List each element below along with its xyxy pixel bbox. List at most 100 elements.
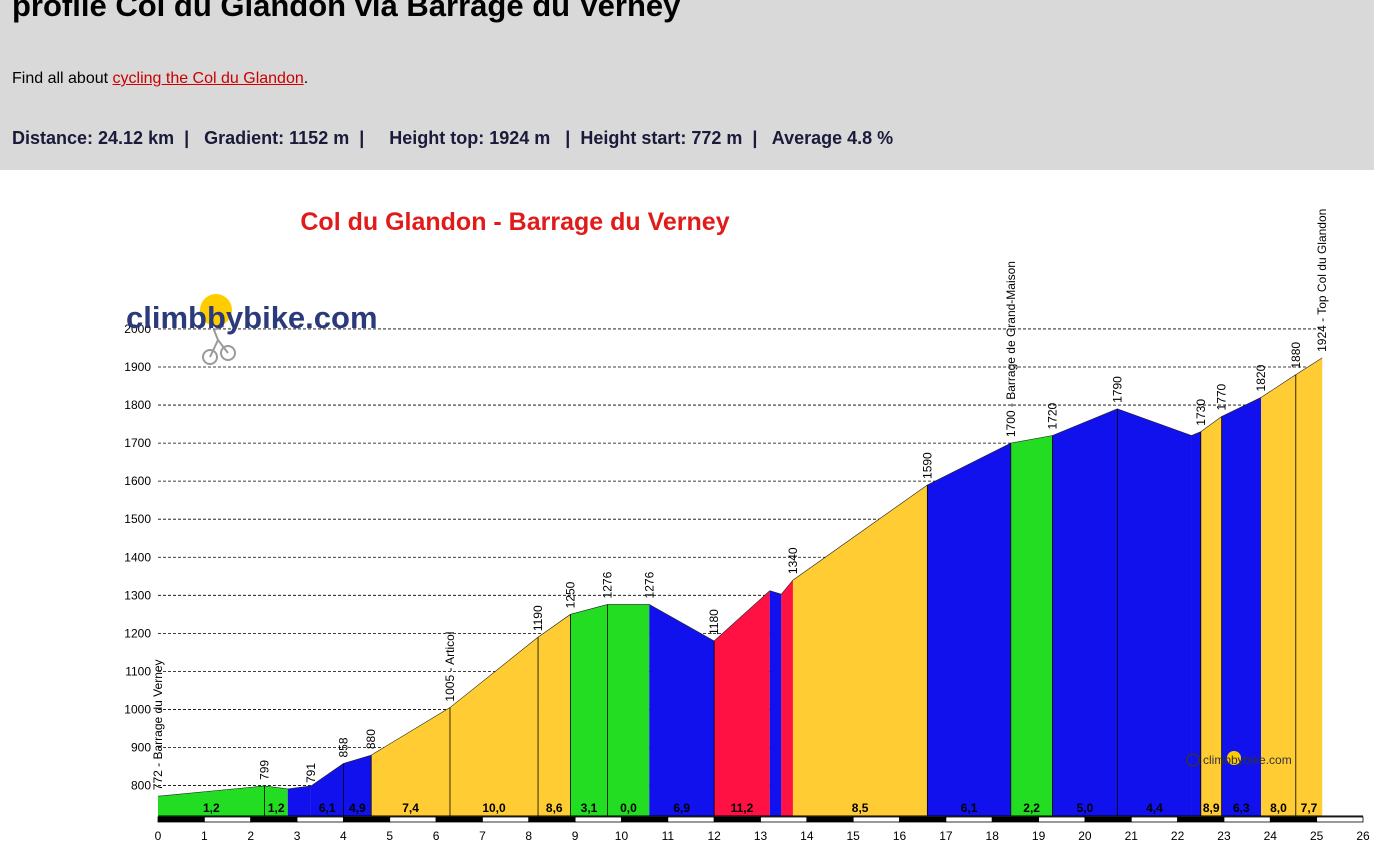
altitude-label: 1924 - Top Col du Glandon: [1315, 209, 1329, 352]
watermark-text: climbbybike.com: [1203, 753, 1292, 767]
y-tick-label: 900: [131, 741, 151, 755]
profile-segment: [792, 484, 928, 816]
gradient-label: 11,2: [731, 801, 754, 815]
stat-gradient: Gradient: 1152 m: [204, 128, 350, 148]
gradient-label: 6,9: [673, 801, 690, 815]
profile-chart: 8009001000110012001300140015001600170018…: [124, 208, 1370, 843]
altitude-label: 1276: [601, 571, 615, 598]
x-tick-label: 4: [340, 829, 347, 843]
page-header: profile Col du Glandon via Barrage du Ve…: [0, 0, 1374, 170]
gradient-label: 8,6: [546, 801, 563, 815]
x-tick-label: 21: [1125, 829, 1139, 843]
profile-segment: [1010, 435, 1053, 816]
distance-bar-block: [621, 816, 669, 823]
distance-bar-block: [713, 816, 761, 823]
profile-segment: [158, 785, 265, 816]
profile-segment: [343, 755, 372, 816]
x-tick-label: 22: [1171, 829, 1185, 843]
altitude-label: 858: [336, 737, 350, 757]
gradient-label: 6,1: [319, 801, 336, 815]
profile-segment: [607, 604, 650, 816]
distance-bar-block: [1223, 816, 1271, 823]
stat-height-top: Height top: 1924 m: [389, 128, 551, 148]
distance-bar-block: [342, 816, 391, 823]
watermark-logo: climbbybike.com: [1186, 751, 1292, 767]
x-tick-label: 13: [754, 829, 768, 843]
y-tick-label: 1000: [124, 702, 151, 716]
profile-segment: [1295, 357, 1323, 816]
profile-segment: [769, 590, 782, 816]
profile-segment: [371, 707, 450, 816]
altitude-label: 1730: [1194, 399, 1208, 426]
altitude-label: 1340: [786, 547, 800, 574]
x-tick-label: 8: [525, 829, 532, 843]
altitude-label: 1720: [1045, 402, 1059, 429]
profile-segment: [1191, 431, 1201, 816]
gradient-label: 2,2: [1023, 801, 1040, 815]
x-tick-label: 20: [1078, 829, 1092, 843]
copyright-icon: [1186, 753, 1200, 767]
distance-bar-block: [1316, 816, 1364, 823]
y-tick-label: 1400: [124, 550, 151, 564]
profile-segment: [1221, 397, 1262, 816]
gradient-label: 7,7: [1301, 801, 1318, 815]
cycling-glandon-link[interactable]: cycling the Col du Glandon: [112, 70, 304, 87]
altitude-label: 1005 - Articol: [443, 632, 457, 702]
sun-icon: [200, 294, 232, 326]
x-tick-label: 14: [800, 829, 814, 843]
distance-bar-block: [667, 816, 715, 823]
x-tick-label: 12: [707, 829, 721, 843]
x-tick-label: 19: [1032, 829, 1046, 843]
gradient-label: 8,0: [1270, 801, 1287, 815]
y-tick-label: 800: [131, 779, 151, 793]
distance-bar-block: [528, 816, 576, 823]
altitude-label: 1770: [1215, 383, 1229, 410]
intro-prefix: Find all about: [12, 70, 113, 87]
gradient-label: 3,1: [581, 801, 598, 815]
altitude-label: 880: [364, 729, 378, 749]
y-tick-label: 1200: [124, 626, 151, 640]
gradient-label: 5,0: [1077, 801, 1094, 815]
x-tick-label: 18: [986, 829, 1000, 843]
profile-segment: [449, 637, 539, 816]
distance-bar-block: [157, 816, 205, 823]
gradient-label: 10,0: [482, 801, 506, 815]
distance-bar-block: [945, 816, 993, 823]
altitude-label: 1820: [1254, 364, 1268, 391]
x-tick-label: 24: [1264, 829, 1278, 843]
gradient-label-layer: 1,2 1,2 6,1 4,9 7,4 10,0 8,6 3,1 0,0 6,9 11,2 8,5 6,…: [203, 801, 1318, 815]
altitude-label: 1180: [707, 609, 721, 635]
altitude-label: 1590: [920, 452, 934, 479]
gradient-label: 8,5: [852, 801, 869, 815]
profile-segment: [1261, 374, 1296, 816]
profile-segment: [1052, 408, 1118, 816]
stat-height-start: Height start: 772 m: [580, 128, 743, 148]
distance-bar-block: [389, 816, 437, 823]
gradient-label: 4,9: [349, 801, 366, 815]
altitude-label: 1276: [642, 571, 656, 598]
distance-bar-block: [296, 816, 344, 823]
y-tick-label: 1300: [124, 588, 151, 602]
y-tick-label: 1600: [124, 474, 151, 488]
profile-segment: [714, 590, 770, 816]
axis-layer: 8009001000110012001300140015001600170018…: [124, 322, 1370, 843]
logo-text: climbbybike.com: [126, 300, 378, 335]
gradient-label: 0,0: [620, 801, 637, 815]
distance-bar-block: [1084, 816, 1132, 823]
chart-title: Col du Glandon - Barrage du Verney: [300, 208, 729, 236]
distance-bar-block: [435, 816, 483, 823]
divider-layer: [264, 374, 1297, 816]
page-title: profile Col du Glandon via Barrage du Ve…: [12, 0, 681, 23]
x-tick-label: 11: [662, 829, 675, 843]
stat-distance: Distance: 24.12 km: [12, 128, 175, 148]
intro-suffix: .: [303, 70, 309, 87]
x-tick-label: 9: [572, 829, 579, 843]
gradient-label: 1,2: [203, 801, 220, 815]
distance-bar-block: [250, 816, 298, 823]
distance-bar-block: [991, 816, 1039, 823]
distance-bar-block: [482, 816, 530, 823]
distance-bar-block: [203, 816, 252, 823]
profile-chart-container: 800 900 1000 1100 1200 1300 1400 1500 1600 1700 18…: [0, 170, 1374, 846]
distance-bar-block: [760, 816, 808, 823]
intro-text: Find all about cycling the Col du Glando…: [12, 70, 308, 88]
